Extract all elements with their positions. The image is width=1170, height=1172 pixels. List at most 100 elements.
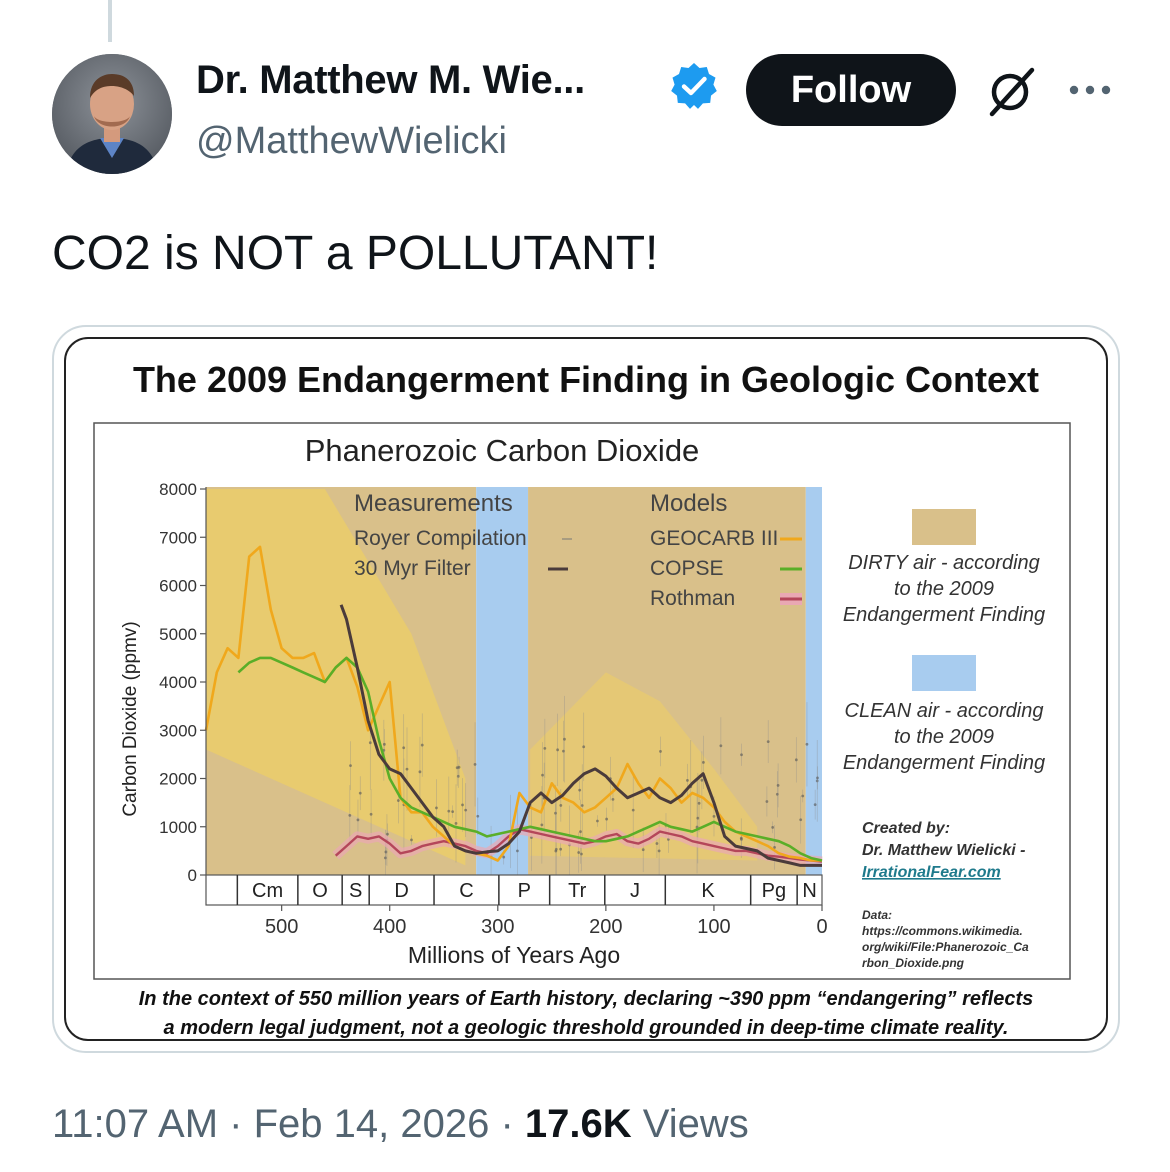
dirty-air-swatch: [912, 509, 976, 545]
measurement-point: [473, 762, 477, 766]
measurement-point: [580, 804, 584, 807]
scatter-noise: [348, 695, 819, 875]
measurement-point: [740, 753, 743, 757]
measurement-point: [386, 832, 389, 836]
period-label: C: [459, 880, 473, 902]
x-tick-label: 200: [589, 916, 622, 938]
measurement-point: [559, 847, 563, 851]
measurement-point: [655, 842, 659, 845]
measurement-point: [368, 741, 372, 745]
view-count: 17.6K: [524, 1102, 632, 1146]
period-strip: [205, 874, 823, 906]
period-label: Cm: [252, 880, 283, 902]
uncertainty-band: [530, 672, 758, 861]
views-label: Views: [642, 1102, 749, 1146]
measurement-point: [382, 742, 386, 746]
measurement-point: [556, 748, 560, 752]
measurement-point: [799, 818, 803, 822]
verified-badge-icon[interactable]: [668, 60, 720, 112]
legend-rothman: Rothman: [650, 587, 735, 610]
measurement-point: [611, 797, 615, 801]
measurement-point: [554, 849, 558, 853]
measurement-point: [712, 815, 716, 818]
series-line-copse: [237, 656, 823, 862]
caption-line1: In the context of 550 million years of E…: [138, 988, 1034, 1010]
legend-measurements-title: Measurements: [354, 490, 513, 517]
y-tick-label: 8000: [159, 480, 197, 499]
avatar[interactable]: [52, 54, 172, 174]
credit-data-line1: https://commons.wikimedia.: [862, 924, 1023, 938]
measurement-point: [559, 804, 563, 807]
measurement-point: [641, 848, 645, 852]
x-tick-label: 500: [265, 916, 298, 938]
y-tick-label: 7000: [159, 528, 197, 547]
clean-air-line1: CLEAN air - according: [845, 700, 1044, 722]
grok-icon[interactable]: [982, 62, 1040, 120]
x-tick-label: 300: [481, 916, 514, 938]
shaded-region-clean: [476, 487, 529, 875]
measurement-point: [447, 809, 451, 813]
measurement-point: [476, 814, 480, 818]
follow-button[interactable]: Follow: [746, 54, 956, 126]
tweet-media[interactable]: The 2009 Endangerment Finding in Geologi…: [52, 325, 1120, 1053]
measurement-point: [813, 803, 817, 807]
measurement-point: [577, 851, 581, 854]
measurement-point: [815, 779, 819, 783]
measurement-point: [766, 740, 770, 744]
infographic: The 2009 Endangerment Finding in Geologi…: [64, 337, 1108, 1041]
clean-air-line2: to the 2009: [894, 726, 994, 748]
measurement-point: [605, 817, 609, 821]
x-tick-label: 400: [373, 916, 406, 938]
measurement-point: [562, 749, 565, 753]
measurement-point: [776, 783, 780, 787]
y-tick-label: 6000: [159, 577, 197, 596]
tweet-time[interactable]: 11:07 AM · Feb 14, 2026: [52, 1102, 490, 1146]
shaded-region-clean: [805, 487, 822, 875]
measurement-point: [418, 770, 422, 774]
measurement-point: [349, 764, 352, 768]
measurement-point: [765, 800, 769, 803]
measurement-point: [805, 742, 809, 746]
measurement-point: [659, 750, 662, 753]
credit-data-line2: org/wiki/File:Phanerozoic_Ca: [862, 940, 1029, 954]
x-tick-label: 0: [816, 916, 827, 938]
author-handle[interactable]: @MatthewWielicki: [196, 120, 507, 162]
measurement-point: [801, 794, 805, 798]
measurement-point: [456, 774, 460, 778]
measurement-point: [515, 849, 519, 853]
measurement-point: [775, 792, 779, 796]
measurement-point: [794, 758, 798, 762]
more-icon[interactable]: [1066, 80, 1114, 100]
measurement-point: [451, 810, 455, 813]
measurement-point: [696, 816, 700, 820]
x-axis-label: Millions of Years Ago: [408, 942, 620, 968]
measurement-point: [773, 845, 776, 849]
measurement-point: [384, 850, 388, 854]
measurement-point: [579, 830, 582, 834]
measurement-point: [771, 825, 775, 829]
measurement-point: [348, 813, 352, 817]
credit-site: IrrationalFear.com: [862, 864, 1001, 881]
tweet-text: CO2 is NOT a POLLUTANT!: [52, 227, 659, 280]
period-label: S: [349, 880, 362, 902]
y-tick-label: 5000: [159, 625, 197, 644]
measurement-point: [461, 803, 464, 807]
measurement-point: [356, 818, 360, 822]
legend-geocarb: GEOCARB III: [650, 527, 778, 550]
measurement-point: [702, 760, 705, 764]
measurement-point: [396, 799, 400, 802]
legend-copse: COPSE: [650, 557, 724, 580]
period-label: K: [701, 880, 715, 902]
measurement-point: [582, 745, 586, 749]
measurement-point: [686, 778, 689, 782]
author-name[interactable]: Dr. Matthew M. Wie...: [196, 58, 585, 102]
measurement-point: [502, 855, 506, 859]
series-line-rothman: [334, 828, 823, 863]
period-label: Pg: [762, 880, 786, 902]
legend-models-title: Models: [650, 490, 727, 517]
period-label: D: [394, 880, 408, 902]
measurement-point: [402, 746, 406, 750]
measurement-point: [410, 838, 413, 842]
measurement-point: [420, 743, 424, 747]
